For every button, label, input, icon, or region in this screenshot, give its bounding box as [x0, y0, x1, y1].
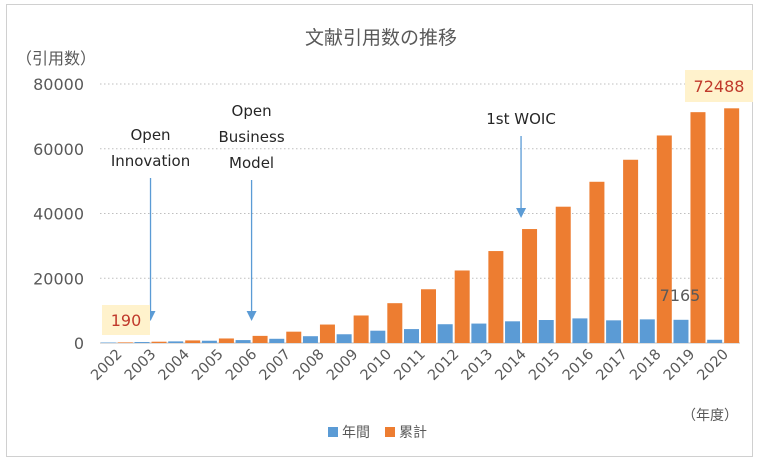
y-tick-label: 60000 [33, 140, 84, 159]
bar-cumulative [690, 112, 706, 343]
bar-cumulative [656, 135, 672, 343]
y-tick-label: 0 [74, 334, 84, 353]
bar-annual [471, 323, 487, 343]
bar-annual [168, 341, 184, 343]
bar-annual [538, 320, 554, 343]
bar-cumulative [185, 340, 201, 343]
bar-cumulative [117, 342, 133, 343]
annotation-text: Model [229, 154, 274, 172]
x-tick-label: 2020 [695, 347, 732, 384]
y-tick-label: 20000 [33, 269, 84, 288]
x-tick-label: 2011 [391, 347, 428, 384]
bar-annual [201, 340, 217, 343]
bar-annual [639, 319, 655, 343]
y-tick-labels: 0 20000 40000 60000 80000 [33, 75, 84, 353]
bar-cumulative [589, 181, 605, 343]
y-tick-label: 80000 [33, 75, 84, 94]
bar-cumulative [555, 206, 571, 343]
annotation-text: Innovation [111, 152, 190, 170]
bar-annual [336, 334, 352, 343]
bar-annual [370, 330, 386, 343]
legend-label-annual: 年間 [342, 425, 370, 441]
bars [100, 108, 740, 344]
legend-label-cumulative: 累計 [399, 425, 427, 441]
annotation-text: 1st WOIC [486, 110, 556, 128]
bar-annual [673, 319, 689, 343]
x-axis-label: （年度） [682, 408, 738, 424]
y-axis-label: （引用数） [16, 49, 96, 68]
bar-annual [572, 318, 588, 343]
bar-annual [606, 320, 622, 343]
bar-annual [269, 338, 285, 343]
x-tick-label: 2003 [122, 347, 159, 384]
bar-annual [404, 329, 419, 343]
bar-annual [134, 342, 150, 343]
bar-annual [707, 339, 723, 343]
x-tick-label: 2004 [156, 347, 193, 384]
x-tick-label: 2014 [492, 347, 529, 384]
x-tick-label: 2006 [223, 347, 260, 384]
x-tick-label: 2009 [324, 347, 361, 384]
bar-cumulative [286, 331, 302, 343]
x-tick-label: 2017 [594, 347, 631, 384]
x-tick-label: 2019 [661, 347, 698, 384]
bar-cumulative [218, 338, 234, 343]
legend: 年間 累計 [328, 425, 427, 441]
bar-annual [437, 324, 453, 343]
gridlines [100, 83, 740, 344]
x-tick-label: 2013 [459, 347, 496, 384]
bar-annual [100, 342, 116, 344]
bar-cumulative [454, 270, 470, 343]
legend-swatch-annual [328, 427, 338, 437]
bar-cumulative [151, 341, 167, 343]
legend-swatch-cumulative [385, 427, 395, 437]
data-label-last-cumulative: 72488 [694, 77, 745, 96]
bar-cumulative [387, 303, 403, 343]
bar-annual [302, 336, 318, 343]
bar-cumulative [488, 251, 504, 343]
x-tick-label: 2015 [526, 347, 563, 384]
bar-annual [235, 340, 251, 343]
x-tick-label: 2008 [290, 347, 327, 384]
y-tick-label: 40000 [33, 205, 84, 224]
chart-title: 文献引用数の推移 [305, 27, 457, 49]
data-label-bg-last [685, 70, 753, 102]
bar-cumulative [353, 315, 369, 343]
bar-annual [505, 321, 521, 343]
annotation-text: Business [219, 128, 285, 146]
x-tick-labels: 2002200320042005200620072008200920102011… [88, 347, 732, 384]
bar-cumulative [252, 335, 268, 343]
bar-cumulative [522, 229, 538, 343]
x-tick-label: 2007 [257, 347, 294, 384]
x-tick-label: 2012 [425, 347, 462, 384]
annotation-text: Open [130, 126, 170, 144]
x-tick-label: 2010 [358, 347, 395, 384]
bar-cumulative [421, 289, 436, 343]
annotations: Open Innovation Open Business Model 1st WOIC [111, 102, 556, 321]
bar-cumulative [319, 324, 335, 343]
x-tick-label: 2002 [88, 347, 125, 384]
data-label-annual-2019: 7165 [660, 286, 701, 305]
data-label-bg-first [102, 305, 150, 335]
data-label-first-cumulative: 190 [111, 311, 142, 330]
bar-cumulative [724, 108, 740, 343]
x-tick-label: 2016 [560, 347, 597, 384]
bar-cumulative [623, 159, 639, 343]
x-tick-label: 2005 [189, 347, 226, 384]
x-tick-label: 2018 [627, 347, 664, 384]
annotation-text: Open [232, 102, 272, 120]
